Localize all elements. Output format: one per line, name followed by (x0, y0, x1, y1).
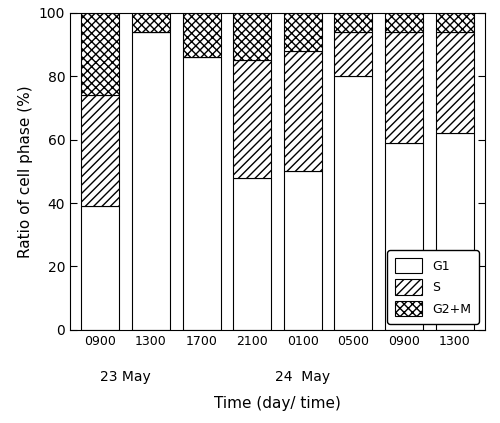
Bar (233, 13, 271, 60)
Bar (334, 32, 372, 76)
Bar (334, 13, 372, 32)
Bar (385, 13, 423, 32)
Bar (233, 178, 271, 330)
Y-axis label: Ratio of cell phase (%): Ratio of cell phase (%) (18, 85, 33, 258)
Bar (436, 133, 474, 330)
Bar (182, 13, 220, 57)
Bar (82, 95, 120, 206)
Bar (82, 13, 120, 95)
Text: 23 May: 23 May (100, 370, 151, 384)
Bar (284, 171, 322, 330)
Legend: G1, S, G2+M: G1, S, G2+M (387, 250, 479, 324)
Bar (233, 60, 271, 178)
Bar (436, 32, 474, 133)
Bar (284, 13, 322, 51)
Bar (132, 32, 170, 330)
Bar (334, 76, 372, 330)
Bar (385, 143, 423, 330)
Bar (284, 51, 322, 171)
Bar (82, 206, 120, 330)
Bar (436, 13, 474, 32)
Text: 24  May: 24 May (275, 370, 330, 384)
Bar (385, 32, 423, 143)
Bar (132, 13, 170, 32)
Text: Time (day/ time): Time (day/ time) (214, 396, 341, 410)
Bar (182, 57, 220, 330)
